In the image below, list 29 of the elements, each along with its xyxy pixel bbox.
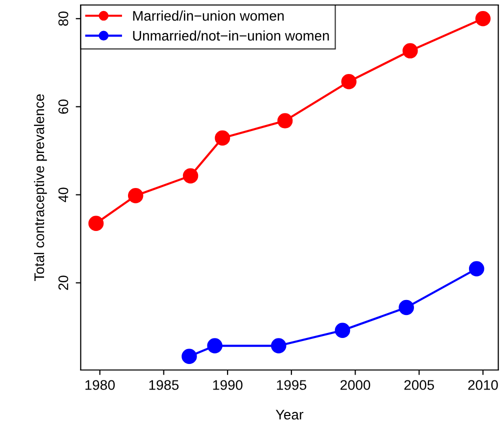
point <box>334 322 350 338</box>
point <box>128 188 144 204</box>
legend-label: Married/in−union women <box>133 10 284 21</box>
x-tick-label: 1995 <box>277 380 306 390</box>
point <box>207 338 222 354</box>
x-tick-label: 2005 <box>404 380 434 390</box>
x-axis-title: Year <box>276 410 304 420</box>
point <box>182 168 198 184</box>
point <box>475 11 491 26</box>
x-tick-label: 1980 <box>85 380 115 390</box>
x-tick-label: 1990 <box>213 380 242 390</box>
point <box>88 216 104 232</box>
point <box>214 130 230 146</box>
point <box>341 74 357 90</box>
legend-label: Unmarried/not−in−union women <box>133 30 329 41</box>
x-tick-label: 1985 <box>149 380 179 390</box>
y-axis-title: Total contraceptive prevalence <box>34 94 47 281</box>
y-tick-label: 80 <box>58 11 68 26</box>
x-tick-label: 2000 <box>340 380 370 390</box>
point <box>277 113 293 128</box>
point <box>468 261 484 276</box>
y-tick-label: 20 <box>58 276 68 290</box>
point <box>402 43 418 58</box>
x-tick-label: 2010 <box>468 380 498 390</box>
point <box>182 348 197 364</box>
y-tick-label: 60 <box>58 100 68 114</box>
y-tick-label: 40 <box>58 188 68 202</box>
point <box>398 300 414 316</box>
point <box>271 338 286 354</box>
